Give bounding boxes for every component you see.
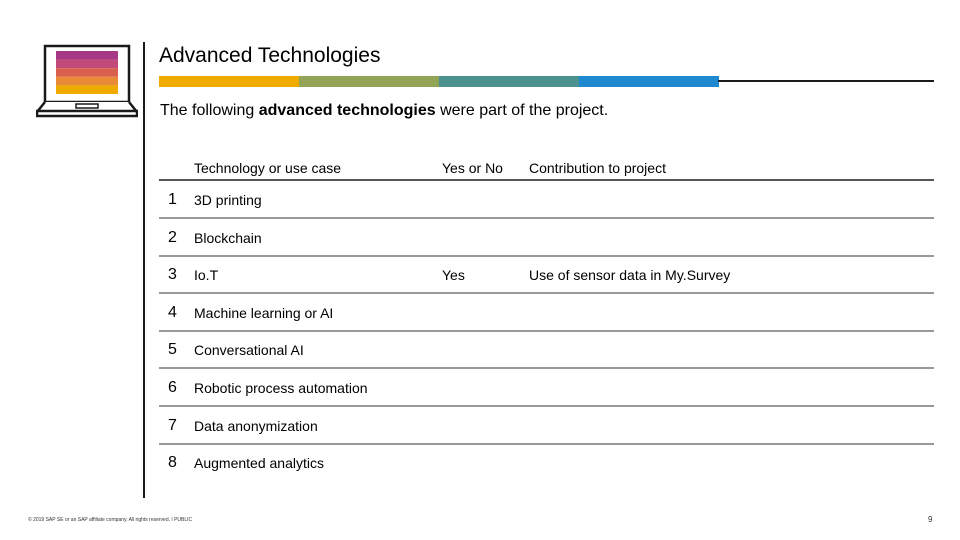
laptop-icon <box>36 44 138 118</box>
table-row: 5 Conversational AI <box>159 331 934 370</box>
subtitle-text-end: were part of the project. <box>435 102 609 119</box>
yes-no-cell: Yes <box>442 267 465 284</box>
row-number: 2 <box>168 228 177 246</box>
slide-title: Advanced Technologies <box>159 44 381 67</box>
header-contribution: Contribution to project <box>529 160 666 176</box>
technology-cell: Conversational AI <box>194 342 304 359</box>
copyright-footer: © 2019 SAP SE or an SAP affiliate compan… <box>28 517 193 523</box>
row-number: 1 <box>168 191 177 208</box>
table-row: 8 Augmented analytics <box>159 444 934 482</box>
screen-stripe <box>56 68 118 77</box>
divider-line <box>143 42 145 498</box>
table-row: 3 Io.T Yes Use of sensor data in My.Survey <box>159 256 934 295</box>
technology-cell: Augmented analytics <box>194 455 324 472</box>
color-bar-segment <box>439 76 579 87</box>
technology-cell: Machine learning or AI <box>194 304 334 321</box>
subtitle-text-start: The following <box>160 102 259 119</box>
screen-stripe <box>56 76 118 86</box>
row-divider <box>159 442 934 445</box>
table-row: 4 Machine learning or AI <box>159 294 934 332</box>
technology-cell: Io.T <box>194 267 219 284</box>
row-divider <box>159 367 934 370</box>
page-number: 9 <box>928 515 933 524</box>
color-bar-segment <box>299 76 439 87</box>
screen-stripe <box>56 51 118 60</box>
title-rule <box>718 80 934 82</box>
row-number: 8 <box>168 454 177 472</box>
row-number: 3 <box>168 266 177 284</box>
color-bar-segment <box>159 76 299 87</box>
screen-stripe <box>56 85 118 94</box>
screen-stripe <box>56 59 118 69</box>
row-number: 6 <box>168 379 177 396</box>
header-yes-no: Yes or No <box>442 160 503 176</box>
header-technology: Technology or use case <box>194 160 342 176</box>
subtitle-text-bold: advanced technologies <box>258 102 436 119</box>
row-divider <box>159 292 934 295</box>
table-header-rule <box>159 179 934 181</box>
color-bar-segment <box>579 76 719 87</box>
slide-subtitle: The following advanced technologies were… <box>160 100 608 122</box>
row-number: 4 <box>168 303 177 321</box>
technology-cell: Blockchain <box>194 229 262 246</box>
row-divider <box>159 217 934 219</box>
technology-cell: Data anonymization <box>194 417 318 434</box>
contribution-cell: Use of sensor data in My.Survey <box>529 267 731 284</box>
row-number: 5 <box>168 341 177 359</box>
table-row: 6 Robotic process automation <box>159 369 934 407</box>
row-divider <box>159 329 934 332</box>
table-row: 7 Data anonymization <box>159 407 934 445</box>
technology-cell: Robotic process automation <box>194 380 368 396</box>
technology-cell: 3D printing <box>194 192 262 208</box>
table-row: 1 3D printing <box>159 181 934 219</box>
row-divider <box>159 405 934 407</box>
row-number: 7 <box>168 416 177 434</box>
table-row: 2 Blockchain <box>159 219 934 257</box>
title-color-bar <box>159 76 719 87</box>
row-divider <box>159 254 934 257</box>
